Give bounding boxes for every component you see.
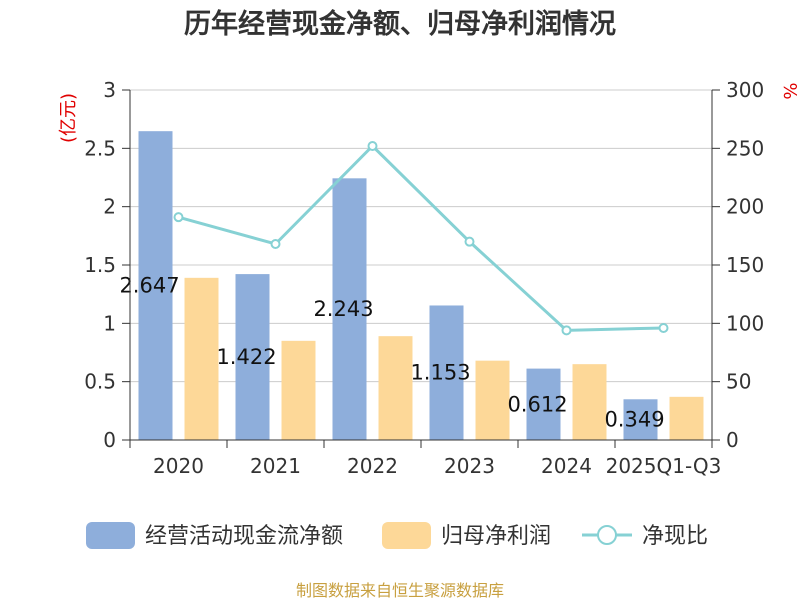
y-left-tick-label: 1 — [103, 311, 116, 335]
legend: 经营活动现金流净额 归母净利润 净现比 — [86, 522, 708, 549]
x-tick-label: 2022 — [347, 454, 398, 478]
y-left-tick-label: 2.5 — [84, 136, 116, 160]
y-right-tick-label: 50 — [726, 370, 751, 394]
bar — [669, 396, 704, 440]
bar — [332, 178, 367, 441]
data-labels: 2.647 1.422 2.243 1.153 0.612 0.349 — [119, 274, 664, 432]
x-tick-label: 2025Q1-Q3 — [606, 454, 722, 478]
line-point — [367, 141, 378, 151]
data-label: 0.349 — [604, 408, 664, 432]
y-left-tick-label: 1.5 — [84, 253, 116, 277]
axes: 0 0.5 1 1.5 2 2.5 3 0 50 100 150 200 250 300 2020 2021 2… — [84, 78, 764, 478]
data-label: 2.647 — [119, 274, 179, 298]
bar — [623, 399, 658, 440]
line-point — [173, 212, 184, 223]
y-right-tick-label: 200 — [726, 195, 764, 219]
y-left-tick-label: 0 — [103, 428, 116, 452]
bar — [184, 277, 219, 440]
legend-swatch — [382, 522, 431, 549]
bar — [475, 360, 510, 440]
bar — [572, 364, 607, 440]
x-tick-label: 2021 — [250, 454, 301, 478]
legend-label: 归母净利润 — [441, 524, 551, 549]
y-right-axis-label: % — [779, 82, 800, 99]
y-right-tick-label: 100 — [726, 311, 764, 335]
line-point — [658, 323, 669, 333]
chart-title: 历年经营现金净额、归母净利润情况 — [184, 8, 616, 40]
legend-label: 净现比 — [642, 524, 708, 549]
bar — [378, 336, 413, 440]
line-path — [178, 143, 664, 332]
line-point — [561, 325, 572, 336]
y-left-tick-label: 2 — [103, 195, 116, 219]
x-tick-label: 2023 — [444, 454, 495, 478]
data-label: 1.153 — [410, 361, 470, 385]
data-label: 0.612 — [507, 392, 567, 416]
y-left-axis-label: (亿元) — [58, 93, 79, 143]
line-point — [464, 236, 475, 247]
x-tick-label: 2020 — [153, 454, 204, 478]
bar — [281, 340, 316, 440]
grid-lines — [130, 89, 712, 383]
data-label: 1.422 — [216, 345, 276, 369]
y-right-tick-label: 0 — [726, 428, 739, 452]
legend-label: 经营活动现金流净额 — [145, 524, 343, 549]
line-point — [270, 239, 281, 249]
bar — [138, 131, 173, 440]
y-right-tick-label: 250 — [726, 136, 764, 160]
y-left-tick-label: 0.5 — [84, 370, 116, 394]
y-right-tick-label: 150 — [726, 253, 764, 277]
line-series — [173, 141, 669, 336]
data-label: 2.243 — [313, 297, 373, 321]
y-left-tick-label: 3 — [103, 78, 116, 102]
legend-swatch — [86, 522, 135, 549]
y-right-tick-label: 300 — [726, 78, 764, 102]
x-tick-label: 2024 — [541, 454, 592, 478]
source-note: 制图数据来自恒生聚源数据库 — [296, 581, 504, 600]
bar — [429, 305, 464, 440]
legend-marker — [597, 525, 617, 545]
bars — [138, 131, 704, 441]
bar — [235, 274, 270, 440]
bar — [526, 368, 561, 440]
